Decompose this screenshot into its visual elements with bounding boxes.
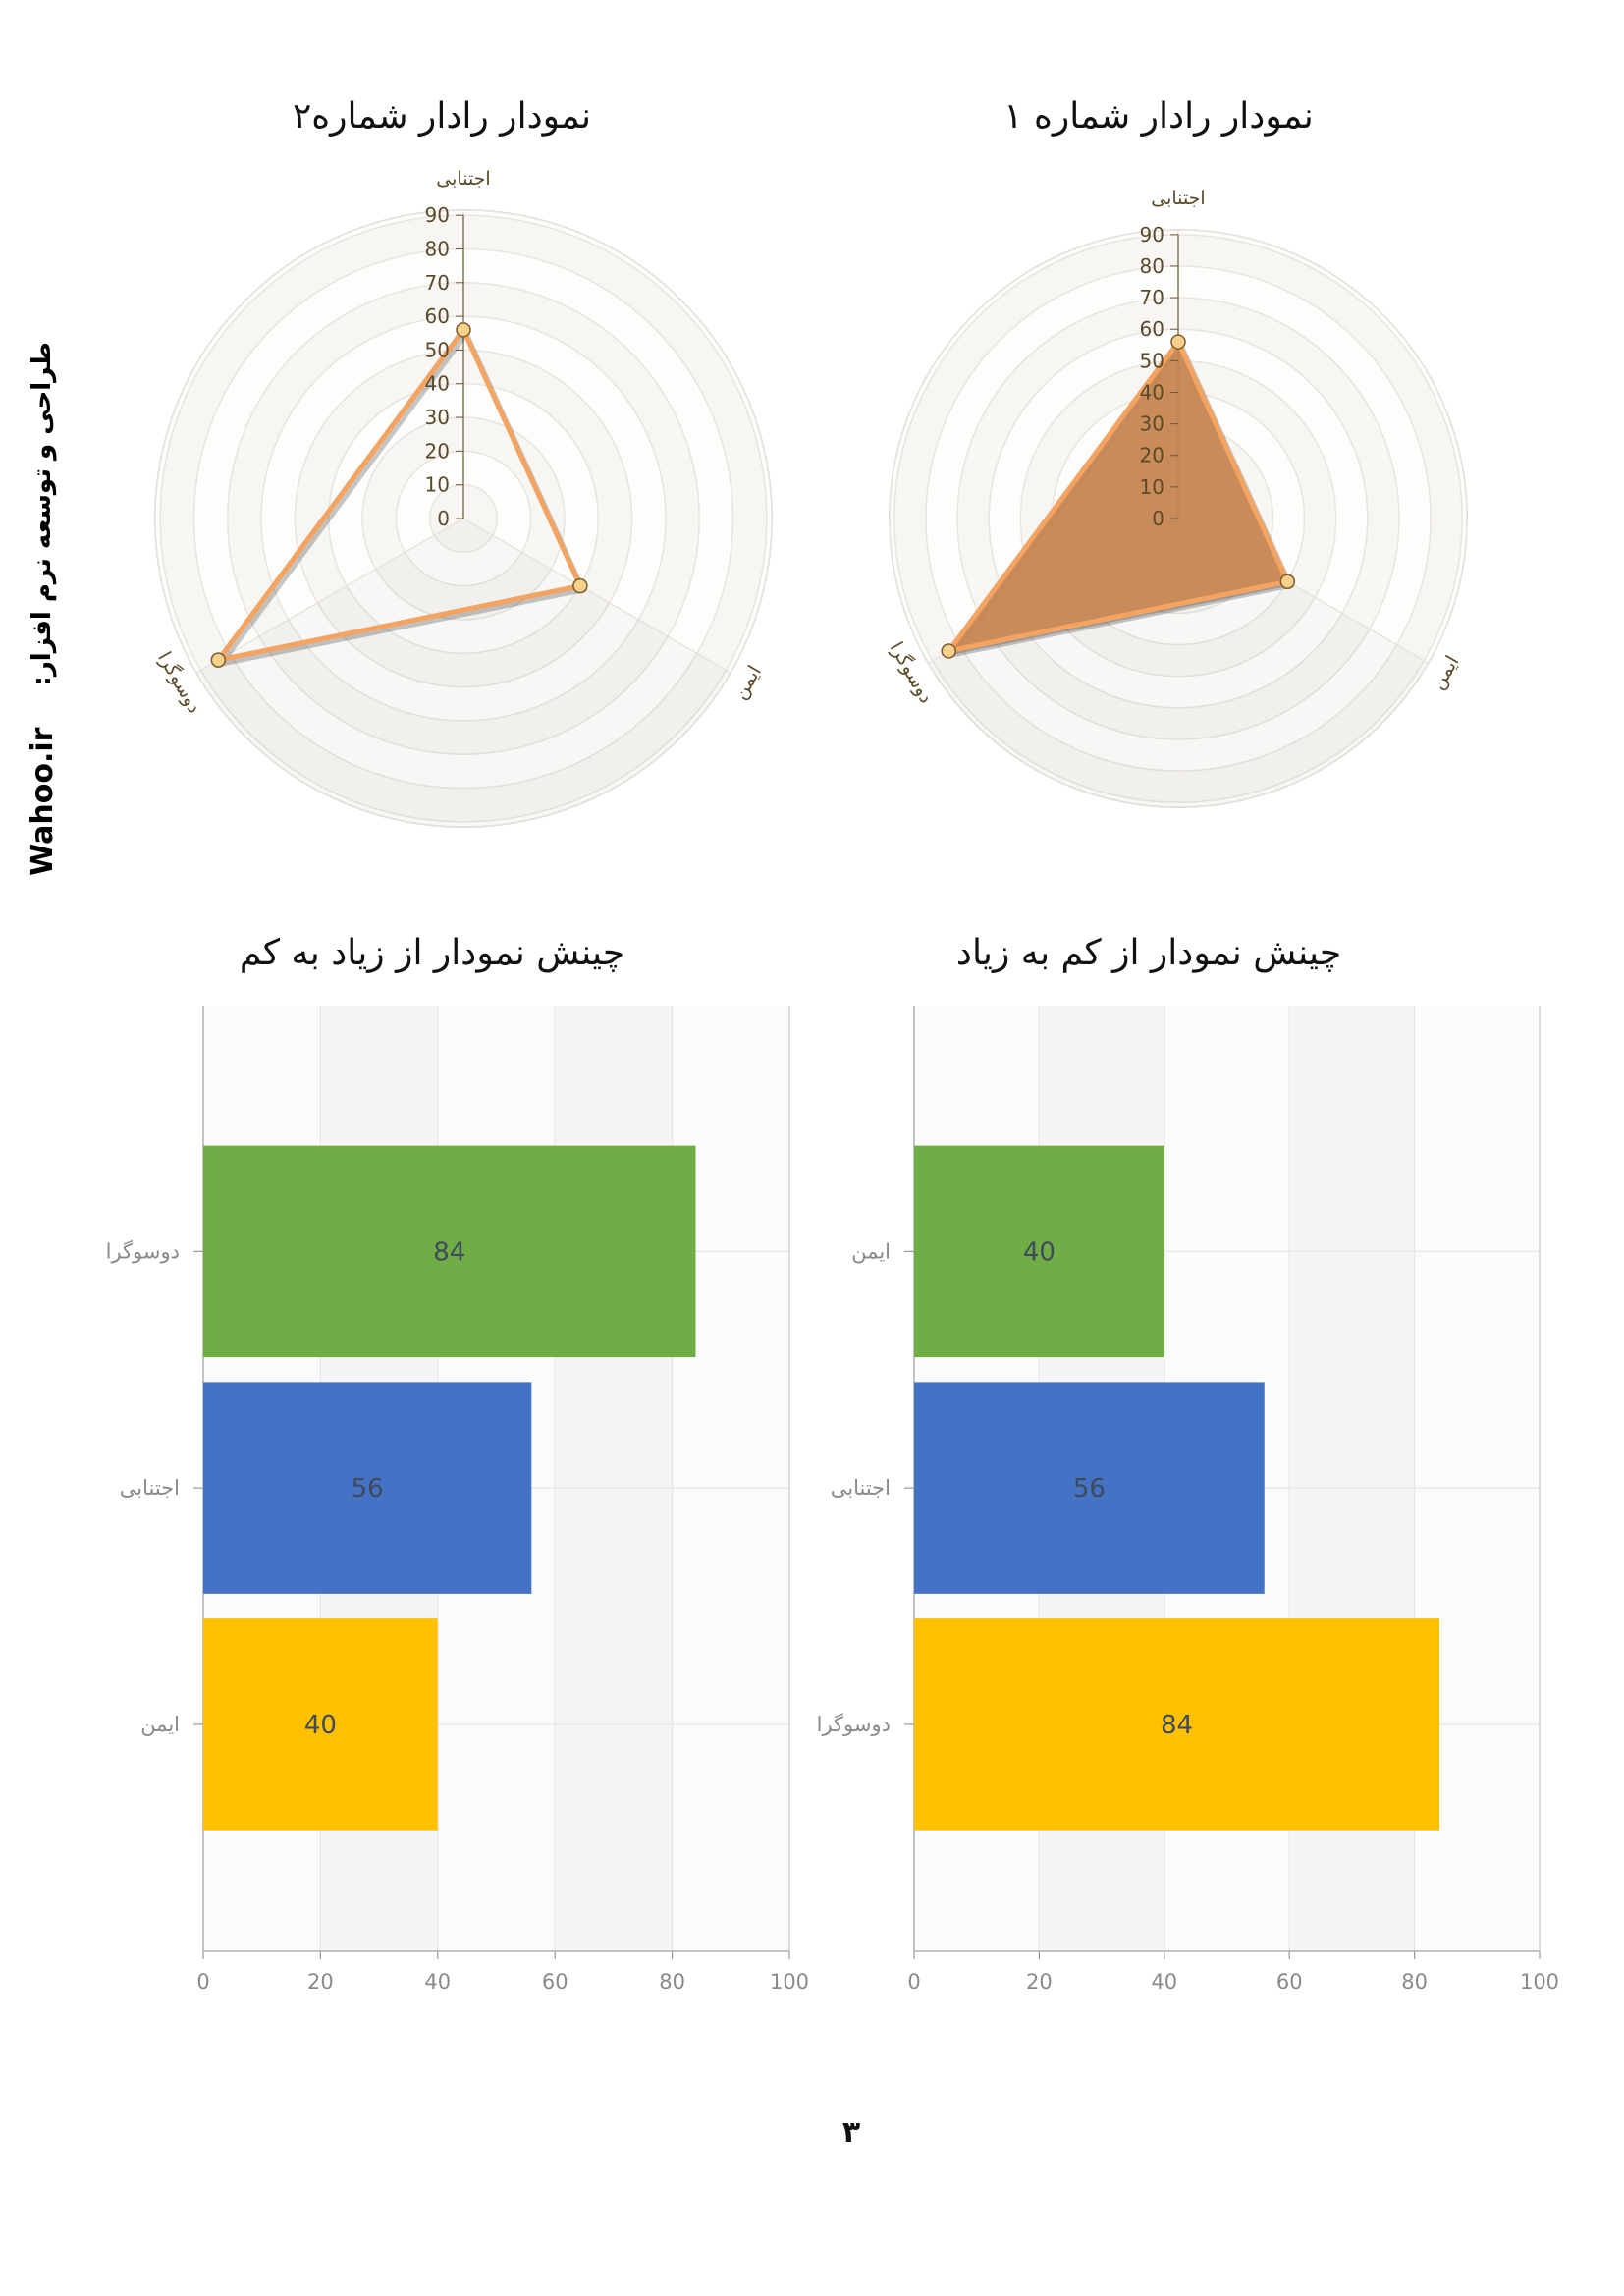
- radar-tick-label: 60: [425, 304, 450, 328]
- radar-spoke: [195, 518, 464, 674]
- bar-category-label: اجتنابی: [120, 1476, 180, 1500]
- bar-value-label: 40: [1023, 1237, 1056, 1267]
- bar-value-label: 56: [1073, 1474, 1106, 1503]
- radar-tick-label: 40: [425, 372, 450, 396]
- bar-axis-tick-label: 100: [770, 1970, 809, 1994]
- radar-tick-label: 50: [425, 338, 450, 361]
- bar-category-label: ایمن: [140, 1713, 180, 1736]
- bar-category-label: اجتنابی: [831, 1476, 891, 1500]
- chart-title: چینش نمودار از زیاد به کم: [239, 933, 625, 973]
- radar-data-point: [210, 652, 227, 668]
- bar-value-label: 84: [1161, 1711, 1193, 1740]
- radar-tick-label: 60: [1140, 317, 1164, 341]
- bar-axis-tick-label: 60: [542, 1970, 568, 1994]
- bar-axis-tick-label: 0: [907, 1970, 920, 1994]
- radar-tick-label: 0: [1152, 507, 1164, 530]
- bar-category-label: دوسوگرا: [106, 1239, 180, 1263]
- bar-axis-tick-label: 40: [424, 1970, 451, 1994]
- radar-tick-label: 10: [425, 473, 450, 497]
- radar-data-point: [1279, 574, 1296, 590]
- bar-0: [914, 1145, 1164, 1358]
- bar-axis-tick-label: 80: [659, 1970, 685, 1994]
- bar-plot-ascending: 0 20 40 60 80 100 40 ایمن 56 اجتنابی 84 دوسوگرا: [817, 1006, 1559, 1994]
- radar-data-point: [572, 577, 588, 594]
- radar-axis-label: اجتنابی: [1151, 188, 1205, 209]
- radar-chart-1: نمودار رادار شماره ۱ 0 10 20 30 40 50 60 70 80 90…: [864, 0, 1492, 864]
- radar-series: [946, 339, 1290, 654]
- radar-tick-label: 10: [1140, 475, 1164, 499]
- bar-value-label: 56: [352, 1474, 384, 1503]
- page-number: ۳: [841, 2115, 861, 2150]
- radar-tick-label: 50: [1140, 349, 1164, 372]
- radar-tick-label: 80: [1140, 254, 1164, 278]
- radar-tick-label: 70: [1140, 286, 1164, 309]
- bar-category-label: دوسوگرا: [817, 1713, 891, 1736]
- bar-axis-tick-label: 0: [196, 1970, 209, 1994]
- bar-chart-descending: چینش نمودار از زیاد به کم 0 20 40 60 80 100 84…: [88, 903, 854, 2023]
- radar-tick-label: 20: [1140, 444, 1164, 467]
- radar-tick-label: 30: [1140, 412, 1164, 436]
- radar-axis-label: ایمن: [730, 662, 766, 703]
- bar-axis-tick-label: 60: [1276, 1970, 1303, 1994]
- radar-tick-label: 90: [1140, 223, 1164, 246]
- chart-title: چینش نمودار از کم به زیاد: [955, 933, 1342, 973]
- radar-data-point: [941, 643, 957, 659]
- radar-data-point: [456, 322, 471, 338]
- radar-tick-label: 20: [425, 439, 450, 463]
- bar-axis-tick-label: 20: [1026, 1970, 1053, 1994]
- credit-text: طراحی و توسعه نرم افزار:: [27, 342, 57, 686]
- bar-chart-ascending: چینش نمودار از کم به زیاد 0 20 40 60 80 100 40…: [805, 903, 1571, 2023]
- bar-plot-descending: 0 20 40 60 80 100 84 دوسوگرا 56 اجتنابی 40 ایمن: [106, 1006, 809, 1994]
- bar-1: [914, 1382, 1265, 1594]
- bar-value-label: 40: [304, 1711, 337, 1740]
- bar-axis-tick-label: 100: [1520, 1970, 1559, 1994]
- radar-tick-label: 30: [425, 406, 450, 429]
- radar-axis-label: اجتنابی: [436, 168, 490, 190]
- radar-tick-label: 0: [437, 507, 450, 530]
- bar-1: [203, 1382, 532, 1594]
- radar-spoke: [462, 518, 731, 674]
- credit-site: Wahoo.ir: [25, 727, 60, 876]
- radar-data-point: [1170, 334, 1186, 350]
- bar-axis-tick-label: 80: [1401, 1970, 1428, 1994]
- side-credit: Wahoo.ir طراحی و توسعه نرم افزار:: [18, 0, 67, 1296]
- radar-axis-label: ایمن: [1427, 652, 1463, 693]
- radar-tick-label: 70: [425, 271, 450, 295]
- bar-category-label: ایمن: [851, 1239, 891, 1263]
- bar-value-label: 84: [433, 1237, 465, 1267]
- bar-2: [203, 1618, 438, 1831]
- bar-2: [914, 1618, 1440, 1831]
- bar-axis-tick-label: 20: [307, 1970, 334, 1994]
- radar-series: [215, 327, 583, 663]
- chart-title: نمودار رادار شماره۲: [292, 96, 592, 137]
- radar-chart-2: نمودار رادار شماره۲ 0 10 20 30 40 50 60 70 80 90 ا…: [147, 0, 776, 864]
- bar-axis-tick-label: 40: [1151, 1970, 1177, 1994]
- bar-0: [203, 1145, 696, 1358]
- radar-tick-label: 80: [425, 237, 450, 260]
- chart-title: نمودار رادار شماره ۱: [1003, 96, 1314, 137]
- radar-tick-label: 90: [425, 203, 450, 227]
- radar-tick-label: 40: [1140, 380, 1164, 404]
